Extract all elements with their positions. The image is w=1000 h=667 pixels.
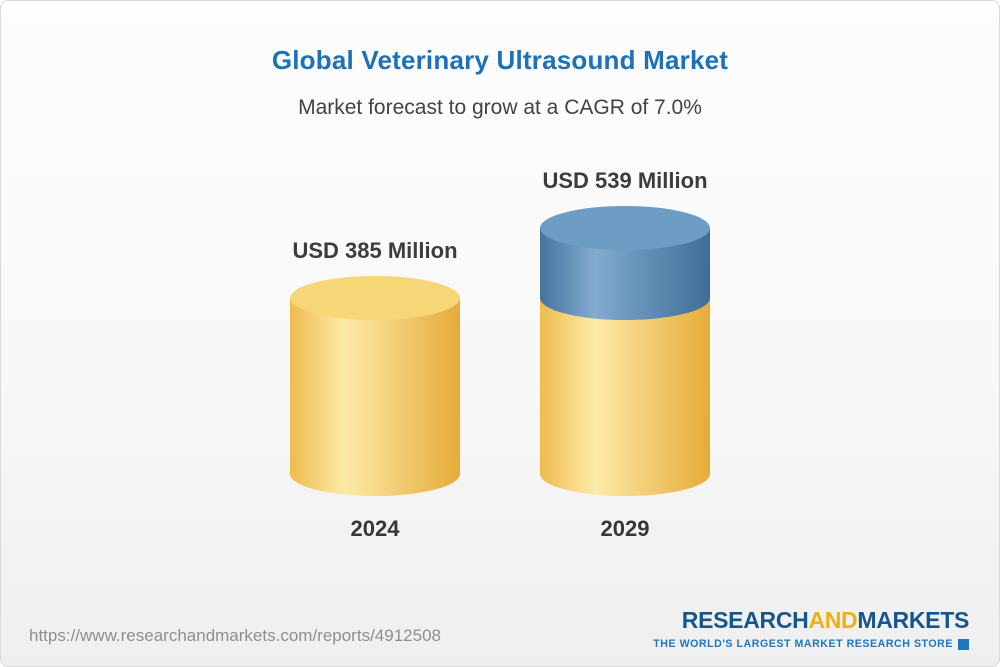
header: Global Veterinary Ultrasound Market Mark… [1,1,999,120]
page-title: Global Veterinary Ultrasound Market [271,45,729,75]
value-label-2029: USD 539 Million [542,168,708,193]
logo-wordmark: RESEARCHANDMARKETS [653,607,970,634]
bar-group-2024: USD 385 Million 2024 [290,238,460,542]
logo-square-icon [958,638,969,650]
report-url: https://www.researchandmarkets.com/repor… [29,626,441,645]
logo-tagline-row: THE WORLD'S LARGEST MARKET RESEARCH STOR… [653,638,969,650]
cylinder [540,206,710,496]
logo-word-and: AND [808,607,858,633]
category-label-2024: 2024 [350,516,400,541]
logo-word-markets: MARKETS [857,607,969,633]
bar-chart: USD 385 Million 2024 USD 539 Million 202… [1,168,999,542]
research-and-markets-logo: RESEARCHANDMARKETS THE WORLD'S LARGEST M… [653,607,969,650]
page-subtitle: Market forecast to grow at a CAGR of 7.0… [298,96,702,119]
category-label-2029: 2029 [600,516,650,541]
logo-word-research: RESEARCH [681,607,809,633]
value-label-2024: USD 385 Million [292,238,458,263]
bar-group-2029: USD 539 Million 2029 [540,168,710,542]
cylinder [290,276,460,496]
logo-tagline: THE WORLD'S LARGEST MARKET RESEARCH STOR… [653,638,953,650]
